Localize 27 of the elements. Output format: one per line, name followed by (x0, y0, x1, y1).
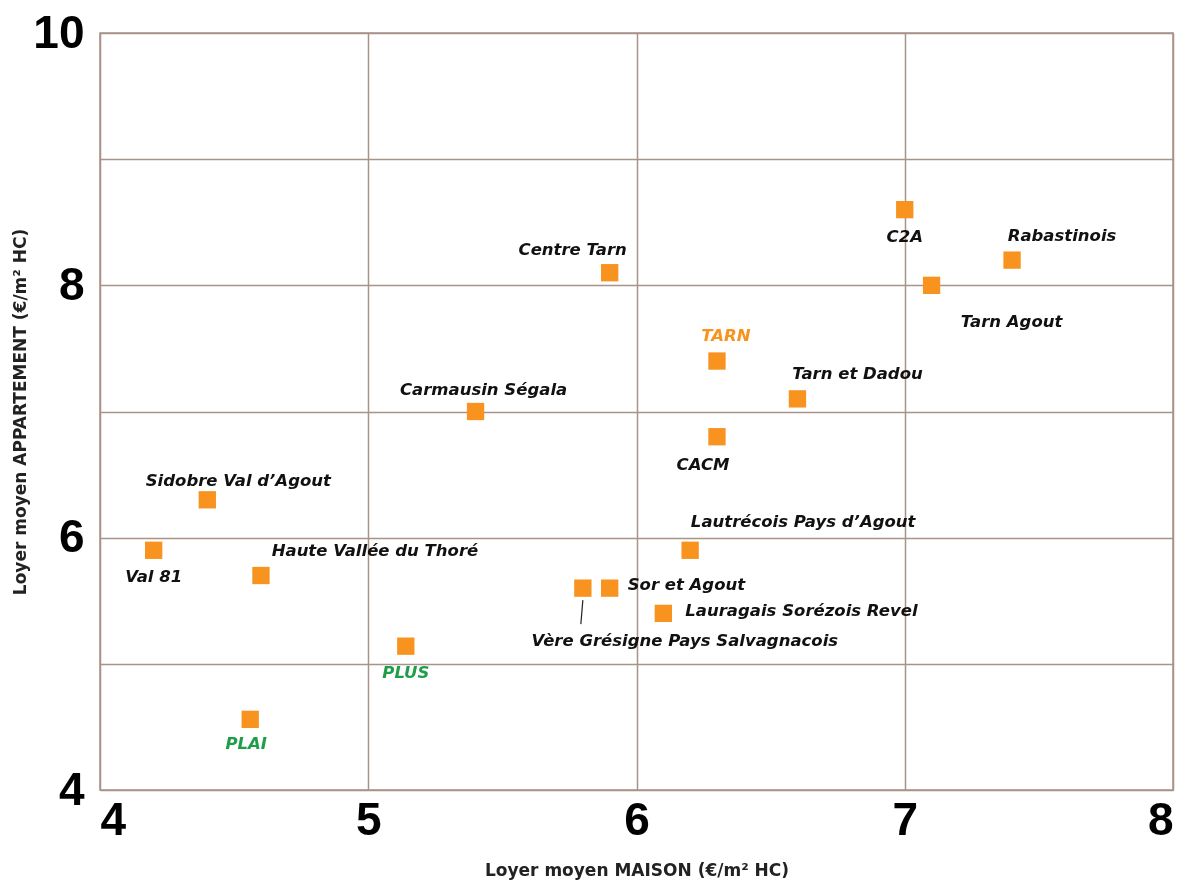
annotation: Rabastinois (1007, 226, 1117, 246)
annotation: PLUS (382, 663, 430, 683)
annotation: PLAI (225, 734, 267, 754)
x-tick-label: 8 (1147, 792, 1174, 845)
y-tick-label: 8 (58, 257, 85, 310)
y-tick-label: 10 (33, 5, 85, 58)
annotation: Sor et Agout (627, 575, 747, 595)
annotation: CACM (676, 454, 730, 474)
x-tick-label: 6 (624, 792, 650, 845)
x-tick-label: 5 (355, 792, 382, 845)
annotation: C2A (886, 226, 923, 246)
annotation: Lautrécois Pays d’Agout (690, 512, 917, 532)
annotation: Val 81 (125, 567, 183, 587)
annotation: TARN (701, 326, 751, 346)
annotation: Centre Tarn (518, 239, 627, 259)
annotation: Tarn Agout (960, 312, 1064, 332)
annotation: Lauragais Sorézois Revel (685, 601, 918, 621)
x-axis-title: Loyer moyen MAISON (€/m² HC) (484, 859, 790, 880)
x-tick-label: 4 (100, 792, 127, 845)
annotation: Haute Vallée du Thoré (271, 540, 479, 560)
y-axis-title: Loyer moyen APPARTEMENT (€/m² HC) (9, 228, 30, 596)
annotation: Carmausin Ségala (399, 379, 568, 399)
annotation: Vère Grésigne Pays Salvagnacois (531, 631, 839, 651)
annotation: Tarn et Dadou (792, 363, 923, 383)
x-tick-label: 7 (892, 792, 919, 845)
y-tick-label: 6 (58, 510, 85, 563)
annotation: Sidobre Val d’Agout (145, 470, 333, 490)
